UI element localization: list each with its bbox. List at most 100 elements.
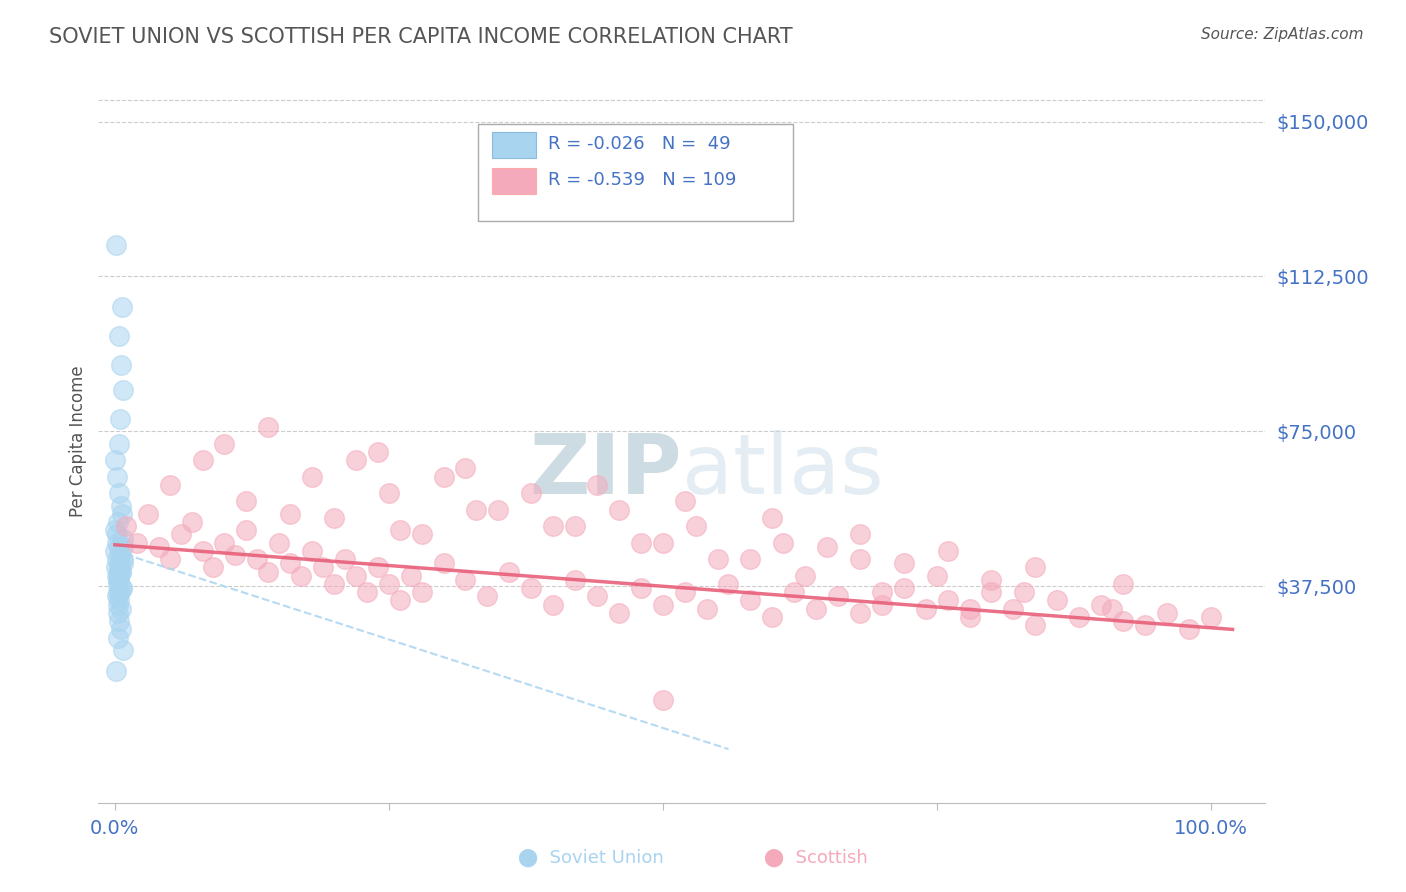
Text: atlas: atlas xyxy=(682,430,883,511)
Point xyxy=(107,573,129,587)
Point xyxy=(815,540,838,554)
Point xyxy=(432,557,454,571)
Point xyxy=(914,601,936,615)
Point xyxy=(257,420,280,434)
Point xyxy=(111,557,134,571)
Point xyxy=(356,585,378,599)
Point xyxy=(1014,585,1036,599)
Text: ⬤  Scottish: ⬤ Scottish xyxy=(763,849,868,867)
Point xyxy=(108,614,131,628)
Point xyxy=(108,540,131,554)
Point xyxy=(108,573,131,587)
Point xyxy=(111,540,134,554)
Point xyxy=(388,524,411,538)
Point xyxy=(344,568,367,582)
Point xyxy=(105,664,128,678)
Point xyxy=(1069,610,1091,624)
Point xyxy=(110,565,132,579)
Point xyxy=(104,524,127,538)
Point xyxy=(1177,623,1199,637)
Point xyxy=(111,507,134,521)
Point xyxy=(1133,618,1156,632)
Text: Source: ZipAtlas.com: Source: ZipAtlas.com xyxy=(1201,27,1364,42)
Point xyxy=(301,544,323,558)
Point xyxy=(235,494,257,508)
Point xyxy=(367,560,389,574)
Point xyxy=(586,478,609,492)
Point xyxy=(214,535,236,549)
Point xyxy=(1046,593,1069,607)
Point xyxy=(1101,601,1123,615)
Point xyxy=(125,535,148,549)
Point xyxy=(893,581,915,595)
Point xyxy=(465,502,488,516)
Point xyxy=(112,552,135,566)
Point xyxy=(110,358,132,372)
Point xyxy=(761,610,783,624)
Point xyxy=(159,478,181,492)
Y-axis label: Per Capita Income: Per Capita Income xyxy=(69,366,87,517)
Point xyxy=(794,568,817,582)
Point xyxy=(104,544,127,558)
Point xyxy=(110,581,132,595)
Text: 100.0%: 100.0% xyxy=(1174,820,1247,838)
Point xyxy=(290,568,312,582)
Point xyxy=(105,552,128,566)
Point xyxy=(541,598,564,612)
Point xyxy=(740,552,762,566)
Point xyxy=(740,593,762,607)
Point xyxy=(849,527,872,541)
Point xyxy=(278,557,301,571)
Point xyxy=(104,238,127,252)
Point xyxy=(827,590,849,604)
Point xyxy=(673,494,696,508)
Point xyxy=(1090,598,1112,612)
Point xyxy=(651,692,673,706)
Point xyxy=(235,524,257,538)
Point xyxy=(107,598,129,612)
Point xyxy=(323,577,346,591)
Point xyxy=(257,565,280,579)
Point xyxy=(1112,577,1135,591)
Point xyxy=(202,560,225,574)
Point xyxy=(108,593,131,607)
Point xyxy=(1002,601,1025,615)
Point xyxy=(246,552,269,566)
Point xyxy=(107,329,129,343)
Point xyxy=(651,535,673,549)
Point xyxy=(104,453,127,467)
Point xyxy=(278,507,301,521)
Point xyxy=(159,552,181,566)
Point xyxy=(107,515,129,529)
Point xyxy=(959,610,981,624)
Point xyxy=(717,577,740,591)
Point xyxy=(224,548,246,562)
Point xyxy=(111,301,134,315)
Text: ZIP: ZIP xyxy=(530,430,682,511)
Point xyxy=(191,453,214,467)
Point xyxy=(110,499,132,513)
Point xyxy=(110,565,132,579)
Point xyxy=(136,507,159,521)
Point xyxy=(936,544,959,558)
Point xyxy=(108,560,131,574)
Point xyxy=(1199,610,1222,624)
Point xyxy=(432,469,454,483)
Point xyxy=(269,535,291,549)
Point xyxy=(411,585,433,599)
Point xyxy=(108,557,131,571)
Point xyxy=(180,515,202,529)
Point xyxy=(936,593,959,607)
FancyBboxPatch shape xyxy=(492,132,536,158)
Point xyxy=(105,568,128,582)
Point xyxy=(607,502,630,516)
Text: SOVIET UNION VS SCOTTISH PER CAPITA INCOME CORRELATION CHART: SOVIET UNION VS SCOTTISH PER CAPITA INCO… xyxy=(49,27,793,46)
Point xyxy=(301,469,323,483)
Point xyxy=(980,573,1002,587)
Point xyxy=(925,568,948,582)
Point xyxy=(169,527,191,541)
Point xyxy=(378,486,401,500)
Point xyxy=(541,519,564,533)
Point xyxy=(107,606,129,620)
Point xyxy=(651,598,673,612)
